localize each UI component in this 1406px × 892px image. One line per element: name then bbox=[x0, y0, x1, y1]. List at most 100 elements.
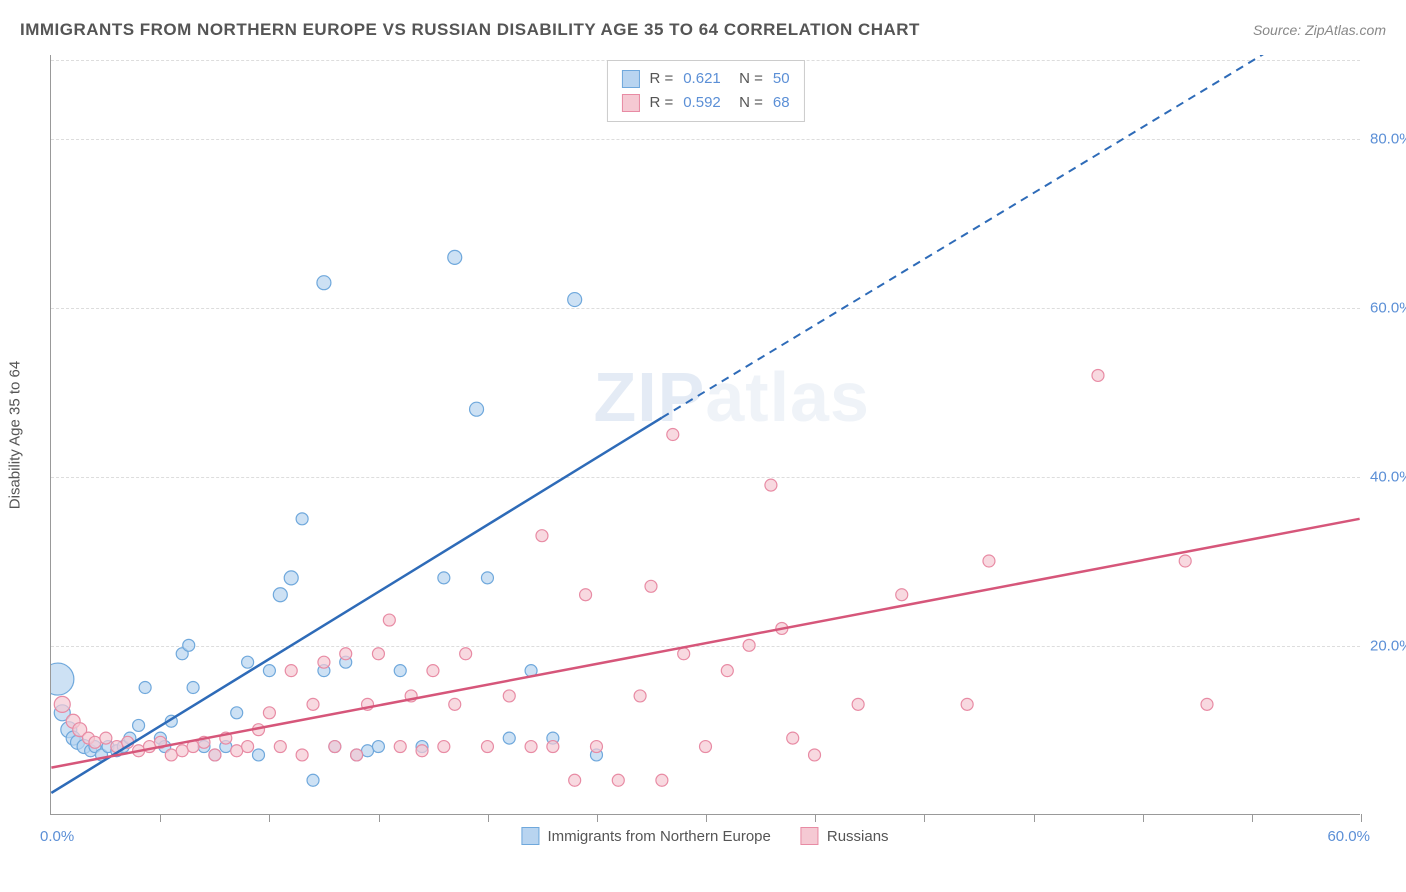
data-point bbox=[273, 588, 287, 602]
xtick bbox=[1143, 814, 1144, 822]
data-point bbox=[100, 732, 112, 744]
data-point bbox=[54, 696, 70, 712]
data-point bbox=[645, 580, 657, 592]
legend-square-bottom-1 bbox=[801, 827, 819, 845]
legend-square-1 bbox=[621, 94, 639, 112]
data-point bbox=[449, 698, 461, 710]
plot-area: ZIPatlas R = 0.621 N = 50 R = 0.592 N = … bbox=[50, 55, 1360, 815]
data-point bbox=[438, 572, 450, 584]
xtick bbox=[1361, 814, 1362, 822]
source-label: Source: ZipAtlas.com bbox=[1253, 22, 1386, 38]
data-point bbox=[656, 774, 668, 786]
data-point bbox=[580, 589, 592, 601]
data-point bbox=[284, 571, 298, 585]
data-point bbox=[209, 749, 221, 761]
data-point bbox=[187, 682, 199, 694]
legend-square-0 bbox=[621, 70, 639, 88]
data-point bbox=[470, 402, 484, 416]
data-point bbox=[372, 741, 384, 753]
xtick bbox=[815, 814, 816, 822]
data-point bbox=[503, 732, 515, 744]
regression-line-1 bbox=[51, 519, 1359, 768]
data-point bbox=[427, 665, 439, 677]
chart-title: IMMIGRANTS FROM NORTHERN EUROPE VS RUSSI… bbox=[20, 20, 920, 40]
data-point bbox=[667, 429, 679, 441]
data-point bbox=[317, 276, 331, 290]
data-point bbox=[961, 698, 973, 710]
data-point bbox=[263, 665, 275, 677]
data-point bbox=[51, 663, 74, 695]
data-point bbox=[231, 707, 243, 719]
data-point bbox=[503, 690, 515, 702]
r-value-1: 0.592 bbox=[683, 91, 721, 115]
data-point bbox=[372, 648, 384, 660]
regression-line-0 bbox=[51, 418, 662, 793]
data-point bbox=[787, 732, 799, 744]
data-point bbox=[852, 698, 864, 710]
data-point bbox=[362, 745, 374, 757]
n-value-1: 68 bbox=[773, 91, 790, 115]
ytick-label: 80.0% bbox=[1370, 131, 1406, 148]
scatter-svg bbox=[51, 55, 1360, 814]
n-label: N = bbox=[731, 67, 763, 91]
data-point bbox=[1201, 698, 1213, 710]
xtick bbox=[269, 814, 270, 822]
xtick bbox=[924, 814, 925, 822]
data-point bbox=[700, 741, 712, 753]
data-point bbox=[460, 648, 472, 660]
ytick-label: 60.0% bbox=[1370, 300, 1406, 317]
data-point bbox=[329, 741, 341, 753]
data-point bbox=[1092, 369, 1104, 381]
data-point bbox=[183, 639, 195, 651]
r-label: R = bbox=[649, 67, 673, 91]
legend-item-1: Russians bbox=[801, 827, 889, 845]
data-point bbox=[481, 741, 493, 753]
data-point bbox=[590, 741, 602, 753]
xtick bbox=[488, 814, 489, 822]
data-point bbox=[765, 479, 777, 491]
series-name-0: Immigrants from Northern Europe bbox=[547, 828, 770, 845]
data-point bbox=[394, 665, 406, 677]
data-point bbox=[809, 749, 821, 761]
data-point bbox=[253, 749, 265, 761]
legend-square-bottom-0 bbox=[521, 827, 539, 845]
data-point bbox=[525, 741, 537, 753]
data-point bbox=[536, 530, 548, 542]
ytick-label: 40.0% bbox=[1370, 469, 1406, 486]
data-point bbox=[318, 656, 330, 668]
data-point bbox=[547, 741, 559, 753]
xtick bbox=[597, 814, 598, 822]
y-axis-label: Disability Age 35 to 64 bbox=[7, 361, 24, 509]
legend-row-1: R = 0.592 N = 68 bbox=[621, 91, 789, 115]
data-point bbox=[351, 749, 363, 761]
data-point bbox=[296, 513, 308, 525]
data-point bbox=[394, 741, 406, 753]
data-point bbox=[634, 690, 646, 702]
data-point bbox=[896, 589, 908, 601]
data-point bbox=[481, 572, 493, 584]
data-point bbox=[263, 707, 275, 719]
data-point bbox=[983, 555, 995, 567]
data-point bbox=[448, 250, 462, 264]
n-label: N = bbox=[731, 91, 763, 115]
data-point bbox=[133, 719, 145, 731]
data-point bbox=[307, 774, 319, 786]
x-min-label: 0.0% bbox=[40, 828, 74, 845]
data-point bbox=[242, 656, 254, 668]
legend-item-0: Immigrants from Northern Europe bbox=[521, 827, 770, 845]
r-label: R = bbox=[649, 91, 673, 115]
data-point bbox=[139, 682, 151, 694]
x-max-label: 60.0% bbox=[1327, 828, 1370, 845]
data-point bbox=[1179, 555, 1191, 567]
data-point bbox=[340, 648, 352, 660]
series-name-1: Russians bbox=[827, 828, 889, 845]
xtick bbox=[1034, 814, 1035, 822]
data-point bbox=[612, 774, 624, 786]
legend-bottom: Immigrants from Northern Europe Russians bbox=[521, 827, 888, 845]
r-value-0: 0.621 bbox=[683, 67, 721, 91]
data-point bbox=[383, 614, 395, 626]
xtick bbox=[379, 814, 380, 822]
xtick bbox=[1252, 814, 1253, 822]
legend-row-0: R = 0.621 N = 50 bbox=[621, 67, 789, 91]
data-point bbox=[274, 741, 286, 753]
